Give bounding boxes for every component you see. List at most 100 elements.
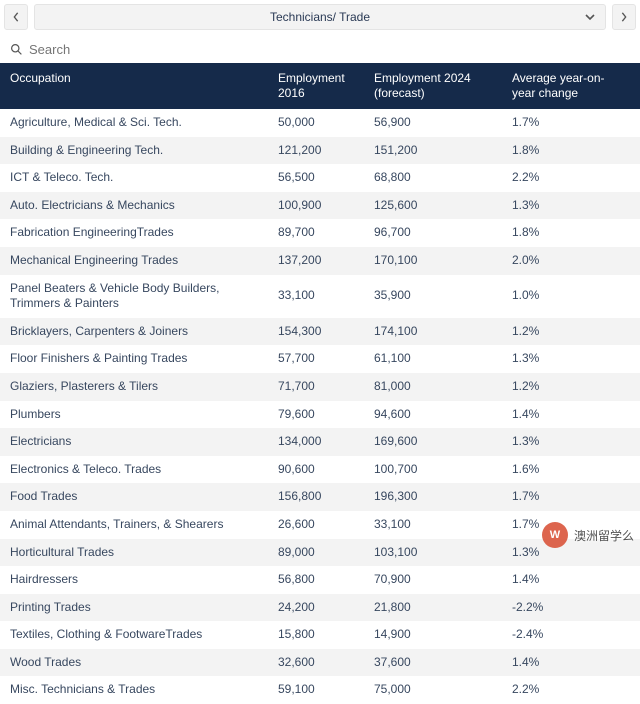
- cell-employment-2016: 15,800: [268, 621, 364, 649]
- col-header-employment-2016[interactable]: Employment 2016: [268, 63, 364, 109]
- next-button[interactable]: [612, 4, 636, 30]
- cell-avg-change: -2.4%: [502, 621, 640, 649]
- table-row[interactable]: Floor Finishers & Painting Trades57,7006…: [0, 345, 640, 373]
- cell-avg-change: 2.0%: [502, 247, 640, 275]
- cell-employment-2016: 154,300: [268, 318, 364, 346]
- cell-employment-2024: 21,800: [364, 594, 502, 622]
- table-row[interactable]: Panel Beaters & Vehicle Body Builders, T…: [0, 275, 640, 318]
- table-row[interactable]: Wood Trades32,60037,6001.4%: [0, 649, 640, 677]
- table-row[interactable]: ICT & Teleco. Tech.56,50068,8002.2%: [0, 164, 640, 192]
- cell-employment-2024: 100,700: [364, 456, 502, 484]
- cell-occupation: Hairdressers: [0, 566, 268, 594]
- prev-button[interactable]: [4, 4, 28, 30]
- cell-employment-2024: 56,900: [364, 109, 502, 137]
- table-row[interactable]: Food Trades156,800196,3001.7%: [0, 483, 640, 511]
- chevron-down-icon: [585, 10, 595, 24]
- cell-avg-change: 1.8%: [502, 219, 640, 247]
- cell-avg-change: -2.2%: [502, 594, 640, 622]
- table-row[interactable]: Printing Trades24,20021,800-2.2%: [0, 594, 640, 622]
- cell-employment-2024: 151,200: [364, 137, 502, 165]
- table-row[interactable]: Animal Attendants, Trainers, & Shearers2…: [0, 511, 640, 539]
- cell-avg-change: 1.4%: [502, 401, 640, 429]
- cell-employment-2024: 103,100: [364, 539, 502, 567]
- cell-avg-change: 1.8%: [502, 137, 640, 165]
- cell-avg-change: 1.4%: [502, 649, 640, 677]
- table-row[interactable]: Bricklayers, Carpenters & Joiners154,300…: [0, 318, 640, 346]
- chevron-left-icon: [12, 12, 20, 22]
- cell-occupation: ICT & Teleco. Tech.: [0, 164, 268, 192]
- category-selector[interactable]: Technicians/ Trade: [34, 4, 606, 30]
- cell-occupation: Bricklayers, Carpenters & Joiners: [0, 318, 268, 346]
- table-row[interactable]: Fabrication EngineeringTrades89,70096,70…: [0, 219, 640, 247]
- cell-avg-change: 1.3%: [502, 428, 640, 456]
- cell-employment-2024: 81,000: [364, 373, 502, 401]
- cell-employment-2024: 174,100: [364, 318, 502, 346]
- cell-avg-change: 2.2%: [502, 676, 640, 704]
- cell-occupation: Panel Beaters & Vehicle Body Builders, T…: [0, 275, 268, 318]
- cell-avg-change: 1.7%: [502, 483, 640, 511]
- cell-employment-2016: 90,600: [268, 456, 364, 484]
- table-row[interactable]: Agriculture, Medical & Sci. Tech.50,0005…: [0, 109, 640, 137]
- cell-employment-2024: 75,000: [364, 676, 502, 704]
- table-row[interactable]: Misc. Technicians & Trades59,10075,0002.…: [0, 676, 640, 704]
- table-row[interactable]: Electronics & Teleco. Trades90,600100,70…: [0, 456, 640, 484]
- cell-occupation: Building & Engineering Tech.: [0, 137, 268, 165]
- cell-employment-2024: 33,100: [364, 511, 502, 539]
- cell-occupation: Auto. Electricians & Mechanics: [0, 192, 268, 220]
- table-header-row: Occupation Employment 2016 Employment 20…: [0, 63, 640, 109]
- col-header-employment-2024[interactable]: Employment 2024 (forecast): [364, 63, 502, 109]
- table-row[interactable]: Auto. Electricians & Mechanics100,900125…: [0, 192, 640, 220]
- cell-employment-2024: 14,900: [364, 621, 502, 649]
- cell-occupation: Food Trades: [0, 483, 268, 511]
- cell-employment-2024: 70,900: [364, 566, 502, 594]
- table-row[interactable]: Building & Engineering Tech.121,200151,2…: [0, 137, 640, 165]
- table-row[interactable]: Glaziers, Plasterers & Tilers71,70081,00…: [0, 373, 640, 401]
- cell-employment-2024: 125,600: [364, 192, 502, 220]
- cell-employment-2016: 79,600: [268, 401, 364, 429]
- search-row: [0, 34, 640, 63]
- search-input[interactable]: [29, 42, 630, 57]
- cell-occupation: Misc. Technicians & Trades: [0, 676, 268, 704]
- table-row[interactable]: Hairdressers56,80070,9001.4%: [0, 566, 640, 594]
- table-row[interactable]: Plumbers79,60094,6001.4%: [0, 401, 640, 429]
- cell-occupation: Electricians: [0, 428, 268, 456]
- col-header-occupation[interactable]: Occupation: [0, 63, 268, 109]
- table-row[interactable]: Electricians134,000169,6001.3%: [0, 428, 640, 456]
- cell-employment-2016: 100,900: [268, 192, 364, 220]
- cell-employment-2024: 37,600: [364, 649, 502, 677]
- cell-avg-change: 1.6%: [502, 456, 640, 484]
- cell-employment-2016: 50,000: [268, 109, 364, 137]
- cell-avg-change: 1.7%: [502, 511, 640, 539]
- cell-avg-change: 1.7%: [502, 109, 640, 137]
- cell-avg-change: 1.3%: [502, 345, 640, 373]
- cell-employment-2016: 59,100: [268, 676, 364, 704]
- cell-employment-2016: 137,200: [268, 247, 364, 275]
- cell-employment-2024: 68,800: [364, 164, 502, 192]
- cell-employment-2016: 57,700: [268, 345, 364, 373]
- cell-occupation: Wood Trades: [0, 649, 268, 677]
- cell-employment-2016: 33,100: [268, 275, 364, 318]
- cell-occupation: Electronics & Teleco. Trades: [0, 456, 268, 484]
- cell-occupation: Horticultural Trades: [0, 539, 268, 567]
- table-row[interactable]: Horticultural Trades89,000103,1001.3%: [0, 539, 640, 567]
- cell-employment-2016: 71,700: [268, 373, 364, 401]
- chevron-right-icon: [620, 12, 628, 22]
- cell-occupation: Agriculture, Medical & Sci. Tech.: [0, 109, 268, 137]
- cell-occupation: Glaziers, Plasterers & Tilers: [0, 373, 268, 401]
- cell-employment-2016: 56,800: [268, 566, 364, 594]
- cell-occupation: Animal Attendants, Trainers, & Shearers: [0, 511, 268, 539]
- cell-avg-change: 2.2%: [502, 164, 640, 192]
- cell-employment-2024: 170,100: [364, 247, 502, 275]
- cell-employment-2024: 61,100: [364, 345, 502, 373]
- table-row[interactable]: Mechanical Engineering Trades137,200170,…: [0, 247, 640, 275]
- cell-employment-2016: 121,200: [268, 137, 364, 165]
- cell-occupation: Textiles, Clothing & FootwareTrades: [0, 621, 268, 649]
- search-icon: [10, 43, 23, 56]
- table-row[interactable]: Textiles, Clothing & FootwareTrades15,80…: [0, 621, 640, 649]
- col-header-avg-change[interactable]: Average year-on- year change: [502, 63, 640, 109]
- cell-employment-2024: 169,600: [364, 428, 502, 456]
- cell-avg-change: 1.2%: [502, 318, 640, 346]
- cell-avg-change: 1.3%: [502, 192, 640, 220]
- cell-employment-2016: 24,200: [268, 594, 364, 622]
- cell-employment-2016: 26,600: [268, 511, 364, 539]
